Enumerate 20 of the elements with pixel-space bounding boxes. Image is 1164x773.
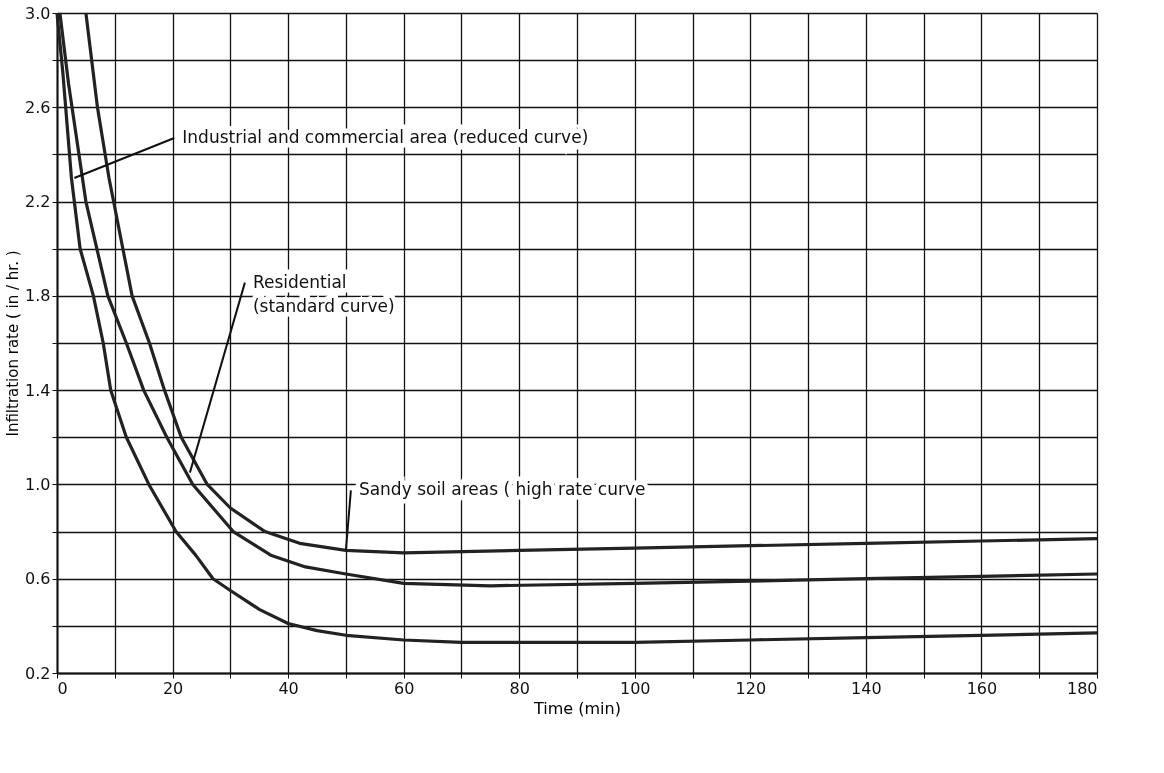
x-tick-label: 60 [393, 678, 415, 698]
x-tick-label: 120 [735, 678, 767, 698]
x-tick-label: 100 [620, 678, 651, 698]
x-tick-label: 0 [57, 678, 68, 698]
x-tick-label: 80 [509, 678, 530, 698]
y-tick-label: 1.8 [25, 286, 51, 306]
x-tick-label: 160 [966, 678, 998, 698]
x-tick-label: 40 [278, 678, 299, 698]
y-axis-title: Infiltration rate ( in / hr. ) [4, 250, 23, 437]
x-tick-label: 180 [1066, 678, 1098, 698]
y-tick-label: 1.0 [25, 474, 51, 494]
y-tick-label: 2.2 [25, 192, 51, 212]
x-tick-label: 20 [162, 678, 184, 698]
y-tick-label: 3.0 [25, 3, 51, 23]
x-axis-title: Time (min) [533, 698, 621, 718]
y-tick-label: 0.6 [25, 569, 51, 589]
x-tick-label: 140 [851, 678, 882, 698]
y-tick-label: 1.4 [25, 380, 51, 400]
y-tick-label: 0.2 [25, 663, 51, 683]
y-tick-label: 2.6 [25, 97, 51, 117]
